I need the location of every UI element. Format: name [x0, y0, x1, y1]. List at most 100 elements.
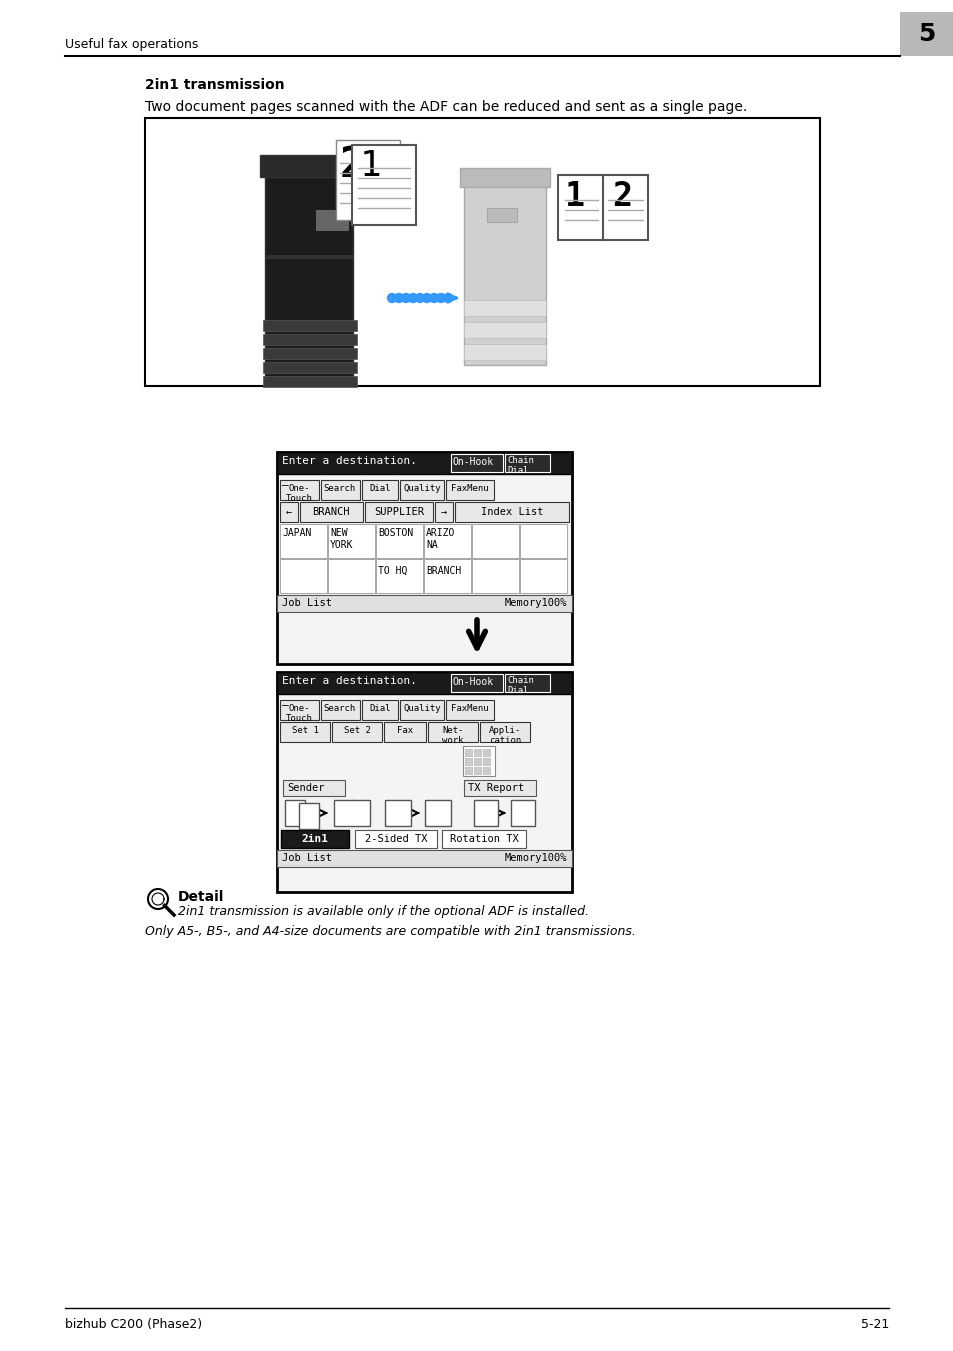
Text: 1: 1 — [359, 149, 381, 182]
Bar — [375, 559, 422, 593]
Bar — [446, 480, 494, 500]
Text: On-Hook: On-Hook — [453, 677, 494, 688]
Bar — [280, 721, 330, 742]
Circle shape — [408, 293, 417, 303]
Bar — [482, 758, 490, 765]
Bar — [474, 800, 497, 825]
Text: Chain
Dial: Chain Dial — [506, 676, 534, 696]
Bar — [375, 524, 422, 558]
Text: Search: Search — [323, 704, 355, 713]
Text: 2in1: 2in1 — [301, 834, 328, 844]
Bar — [280, 503, 297, 521]
Text: Detail: Detail — [178, 890, 224, 904]
Bar — [285, 800, 305, 825]
Circle shape — [401, 293, 410, 303]
Bar — [482, 748, 490, 757]
Bar — [558, 176, 647, 240]
Text: TX Report: TX Report — [468, 784, 524, 793]
Bar — [464, 767, 472, 774]
Bar — [474, 748, 480, 757]
Text: Index List: Index List — [480, 507, 542, 517]
Bar — [511, 800, 535, 825]
Bar — [455, 503, 568, 521]
Bar — [479, 721, 530, 742]
Text: Quality: Quality — [403, 484, 440, 493]
Bar — [298, 802, 318, 830]
Text: One-
Touch: One- Touch — [285, 704, 313, 723]
Circle shape — [443, 293, 452, 303]
Text: ←: ← — [286, 507, 292, 517]
Bar — [361, 480, 397, 500]
Text: Memory100%: Memory100% — [504, 598, 566, 608]
Bar — [276, 671, 572, 694]
Text: →: → — [440, 507, 447, 517]
Text: Only A5-, B5-, and A4-size documents are compatible with 2in1 transmissions.: Only A5-, B5-, and A4-size documents are… — [145, 925, 636, 938]
Text: Appli-
cation: Appli- cation — [488, 725, 520, 746]
Bar — [334, 800, 370, 825]
Text: FaxMenu: FaxMenu — [451, 484, 488, 493]
Bar — [263, 376, 356, 386]
Bar — [399, 480, 443, 500]
Text: Two document pages scanned with the ADF can be reduced and sent as a single page: Two document pages scanned with the ADF … — [145, 100, 746, 113]
Bar — [463, 185, 545, 365]
Bar — [463, 780, 536, 796]
Text: Rotation TX: Rotation TX — [449, 834, 517, 844]
Text: 2: 2 — [339, 145, 365, 186]
Bar — [280, 700, 318, 720]
Text: One-
Touch: One- Touch — [285, 484, 313, 504]
Text: Job List: Job List — [282, 852, 332, 863]
Bar — [276, 453, 572, 663]
Text: FaxMenu: FaxMenu — [451, 704, 488, 713]
Text: Fax: Fax — [396, 725, 413, 735]
Bar — [276, 671, 572, 892]
Bar — [355, 830, 436, 848]
Circle shape — [387, 293, 396, 303]
Text: Net-
work: Net- work — [442, 725, 463, 746]
Text: Search: Search — [323, 484, 355, 493]
Bar — [328, 524, 375, 558]
Text: Useful fax operations: Useful fax operations — [65, 38, 198, 51]
Bar — [399, 700, 443, 720]
Bar — [280, 524, 327, 558]
Bar — [463, 322, 545, 338]
Bar — [315, 209, 348, 230]
Text: BRANCH: BRANCH — [312, 507, 350, 517]
Bar — [423, 559, 471, 593]
Bar — [519, 524, 566, 558]
Bar — [299, 503, 363, 521]
Bar — [441, 830, 525, 848]
Text: Enter a destination.: Enter a destination. — [282, 457, 416, 466]
Text: 2in1 transmission is available only if the optional ADF is installed.: 2in1 transmission is available only if t… — [178, 905, 588, 917]
Bar — [332, 721, 381, 742]
Bar — [459, 168, 550, 186]
Bar — [263, 362, 356, 373]
Bar — [428, 721, 477, 742]
Text: 1: 1 — [564, 180, 584, 213]
Bar — [472, 524, 518, 558]
Circle shape — [429, 293, 438, 303]
Bar — [384, 721, 426, 742]
Text: Set 2: Set 2 — [343, 725, 370, 735]
Bar — [464, 758, 472, 765]
Bar — [365, 503, 433, 521]
Text: 2: 2 — [612, 180, 632, 213]
Bar — [280, 480, 318, 500]
Bar — [265, 255, 353, 259]
Text: 2in1 transmission: 2in1 transmission — [145, 78, 284, 92]
Text: _: _ — [282, 696, 289, 707]
Text: bizhub C200 (Phase2): bizhub C200 (Phase2) — [65, 1319, 202, 1331]
Text: BRANCH: BRANCH — [426, 566, 460, 576]
Circle shape — [395, 293, 403, 303]
Bar — [320, 480, 359, 500]
Text: Job List: Job List — [282, 598, 332, 608]
Bar — [281, 830, 349, 848]
Text: Enter a destination.: Enter a destination. — [282, 676, 416, 686]
Bar — [462, 746, 495, 775]
Bar — [283, 780, 345, 796]
Bar — [280, 559, 327, 593]
Bar — [446, 700, 494, 720]
Bar — [276, 594, 572, 612]
Text: On-Hook: On-Hook — [453, 457, 494, 467]
Bar — [260, 155, 357, 177]
Text: Sender: Sender — [287, 784, 324, 793]
